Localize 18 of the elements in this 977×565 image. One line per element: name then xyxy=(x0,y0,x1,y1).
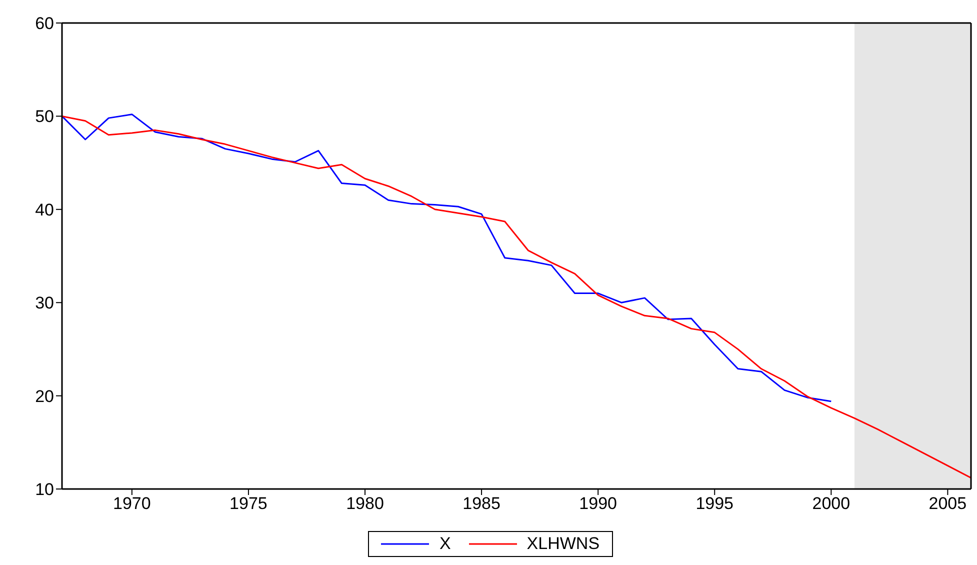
legend-label: XLHWNS xyxy=(526,534,600,554)
legend-label: X xyxy=(439,534,451,554)
y-tick-label: 60 xyxy=(35,14,54,34)
x-tick-label: 1975 xyxy=(230,494,268,514)
y-tick-label: 50 xyxy=(35,107,54,126)
line-series xyxy=(62,114,832,402)
x-tick-label: 1970 xyxy=(113,494,151,514)
x-tick-label: 2000 xyxy=(812,494,850,514)
x-tick-label: 1985 xyxy=(462,494,500,514)
y-tick-label: 30 xyxy=(35,294,54,313)
x-tick-label: 1995 xyxy=(696,494,734,514)
y-tick-label: 10 xyxy=(35,480,54,500)
x-tick-label: 1990 xyxy=(579,494,617,514)
x-tick-label: 1980 xyxy=(346,494,384,514)
line-series xyxy=(62,115,971,479)
y-tick-label: 20 xyxy=(35,386,54,406)
y-tick-label: 40 xyxy=(35,200,54,220)
x-tick-label: 2005 xyxy=(928,494,967,514)
